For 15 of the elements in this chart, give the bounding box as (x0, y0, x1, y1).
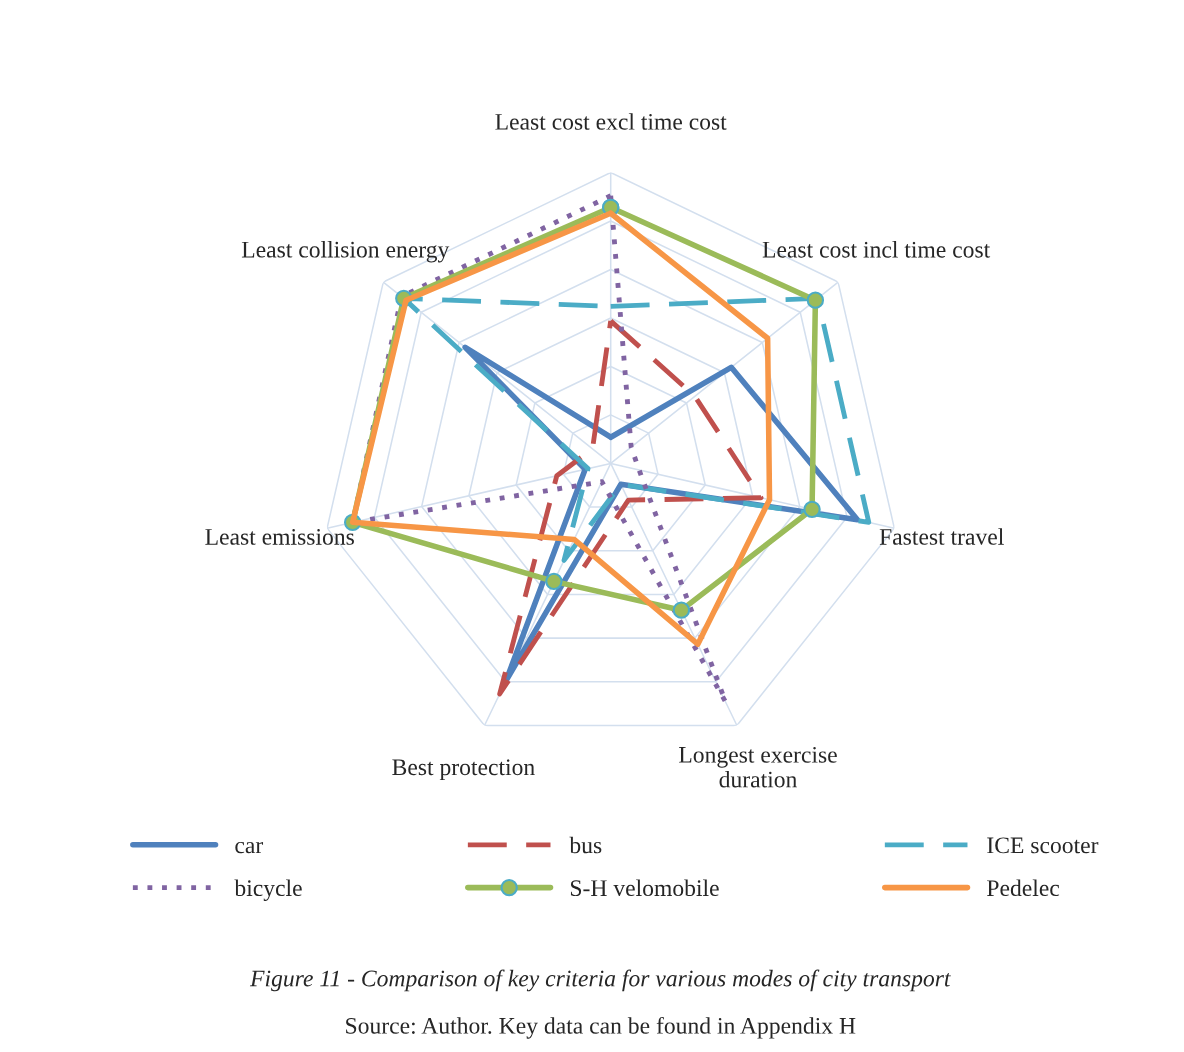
legend-label: car (235, 841, 264, 854)
spoke-label: Best protection (392, 759, 535, 780)
spoke-label: Least collision energy (241, 241, 450, 263)
legend-label: Pedelec (987, 879, 1060, 897)
legend-label: S-H velomobile (570, 879, 719, 897)
spoke-label: Fastest travel (879, 528, 1004, 545)
spoke-label: Least cost incl time cost (762, 241, 991, 258)
spoke-label: Least emissions (205, 528, 354, 545)
legend-label: bus (569, 836, 602, 854)
source-note: Source: Author. Key data can be found in Appendix H (346, 1016, 856, 1039)
legend-label: ICE scooter (987, 837, 1099, 854)
spoke-label: Least cost excl time cost (495, 113, 727, 130)
legend-label: bicycle (234, 879, 302, 901)
spoke-label: Longest exercise duration (679, 746, 837, 788)
caption: Figure 11 - Comparison of key criteria for various modes of city transport (249, 969, 951, 992)
